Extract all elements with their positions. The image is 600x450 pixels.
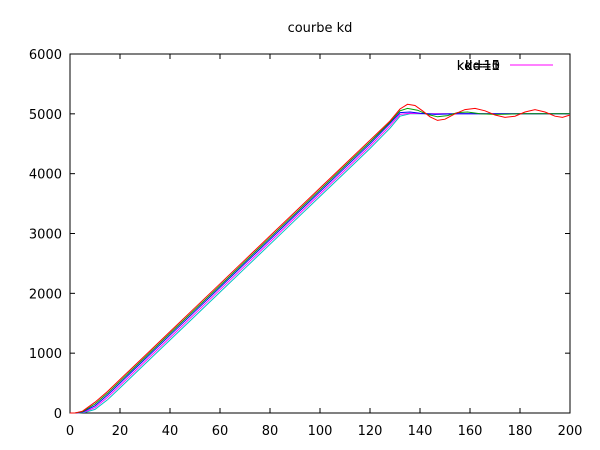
legend-label: kd=10 [457,59,500,74]
x-tick-label: 100 [308,424,333,439]
y-tick-label: 4000 [29,168,62,183]
x-tick-label: 200 [558,424,583,439]
x-tick-label: 160 [458,424,483,439]
series-line [70,103,571,414]
x-tick-label: 180 [508,424,533,439]
series-line [70,112,570,414]
x-tick-label: 60 [212,424,229,439]
series-line [70,107,570,414]
y-tick-label: 3000 [29,228,62,243]
y-tick-label: 6000 [29,48,62,63]
legend-label: kd=15 [457,59,500,74]
x-tick-label: 120 [358,424,383,439]
x-axis: 0 20 40 60 80 100 120 140 160 180 200 [66,54,583,439]
chart-title: courbe kd [288,21,353,36]
y-tick-label: 1000 [29,347,62,362]
legend-label: kd=1 [465,59,500,74]
x-tick-label: 140 [408,424,433,439]
x-tick-label: 80 [262,424,279,439]
series-line [70,113,570,414]
series-layer [70,103,571,414]
y-axis: 0 1000 2000 3000 4000 5000 6000 [29,48,570,422]
x-tick-label: 20 [112,424,129,439]
y-tick-label: 0 [54,407,62,422]
y-tick-label: 2000 [29,287,62,302]
x-tick-label: 40 [162,424,179,439]
y-tick-label: 5000 [29,108,62,123]
series-line [70,111,570,414]
x-tick-label: 0 [66,424,74,439]
legend-label: kd=5 [465,59,500,74]
